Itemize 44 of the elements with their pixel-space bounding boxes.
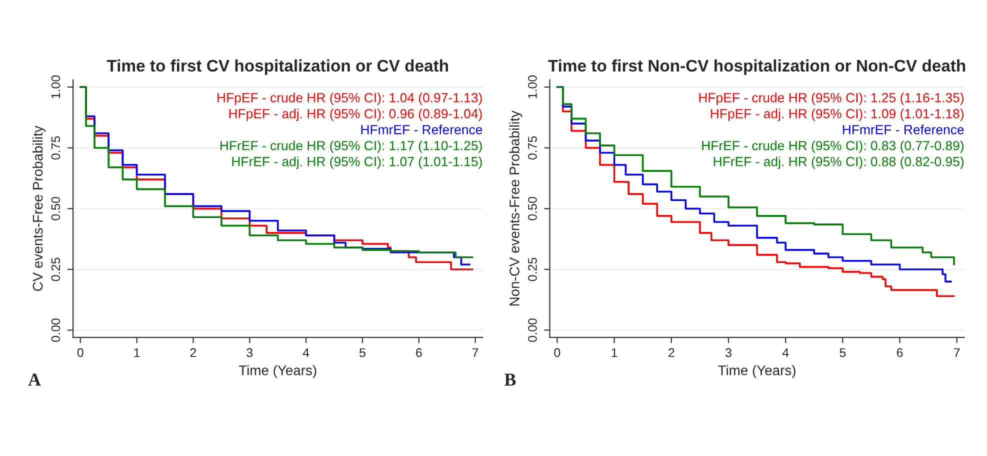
annotation: HFrEF - adj. HR (95% CI): 1.07 (1.01-1.15) (232, 156, 482, 169)
x-tick-label: 6 (416, 348, 422, 358)
x-tick-label: 3 (246, 348, 253, 358)
annotation: HFpEF - adj. HR (95% CI): 1.09 (1.01-1.18) (710, 108, 964, 121)
x-tick-label: 0 (554, 348, 560, 358)
y-axis-title: Non-CV events-Free Probability (509, 110, 522, 306)
annotation: HFmrEF - Reference (361, 124, 482, 134)
y-tick-label: 0.75 (528, 136, 537, 160)
y-tick-label: 1.00 (528, 75, 537, 98)
annotation: HFrEF - adj. HR (95% CI): 0.88 (0.82-0.95) (714, 156, 964, 169)
y-tick-label: 0.25 (528, 258, 537, 282)
chart-title: Time to first CV hospitalization or CV death (106, 59, 448, 75)
x-axis-title: Time (Years) (238, 365, 316, 378)
x-tick-label: 6 (896, 348, 903, 358)
text: B (504, 374, 516, 386)
x-tick-label: 0 (77, 348, 84, 358)
x-tick-label: 1 (612, 348, 618, 357)
y-tick-label: 0.25 (51, 258, 60, 282)
annotation: HFrEF - crude HR (95% CI): 0.83 (0.77-0.89) (702, 140, 964, 153)
x-tick-label: 4 (302, 348, 310, 357)
y-axis-title: CV events-Free Probability (32, 126, 46, 291)
annotation: HFrEF - crude HR (95% CI): 1.17 (1.10-1.25) (220, 140, 482, 153)
annotation: HFpEF - crude HR (95% CI): 1.25 (1.16-1.35) (699, 92, 964, 105)
annotation: HFpEF - adj. HR (95% CI): 0.96 (0.89-1.04) (229, 108, 482, 121)
x-tick-label: 2 (668, 348, 674, 357)
y-tick-label: 0.00 (51, 318, 60, 342)
y-tick-label: 1.00 (51, 75, 60, 98)
x-tick-label: 5 (359, 348, 366, 358)
x-tick-label: 2 (190, 348, 196, 357)
y-tick-label: 0.00 (528, 318, 537, 342)
annotation: HFpEF - crude HR (95% CI): 1.04 (0.97-1.13) (218, 92, 482, 105)
x-tick-label: 7 (954, 348, 960, 357)
text: A (28, 374, 41, 386)
x-axis-title: Time (Years) (718, 365, 796, 378)
annotation: HFmrEF - Reference (842, 124, 964, 134)
x-tick-label: 5 (840, 348, 846, 358)
x-tick-label: 3 (725, 348, 732, 358)
x-tick-label: 4 (782, 348, 789, 357)
x-tick-label: 7 (472, 348, 478, 357)
y-tick-label: 0.75 (51, 136, 60, 160)
y-tick-label: 0.50 (528, 196, 537, 220)
y-tick-label: 0.50 (51, 196, 60, 220)
chart-title: Time to first Non-CV hospitalization or Non-CV death (548, 59, 966, 75)
x-tick-label: 1 (134, 348, 140, 357)
